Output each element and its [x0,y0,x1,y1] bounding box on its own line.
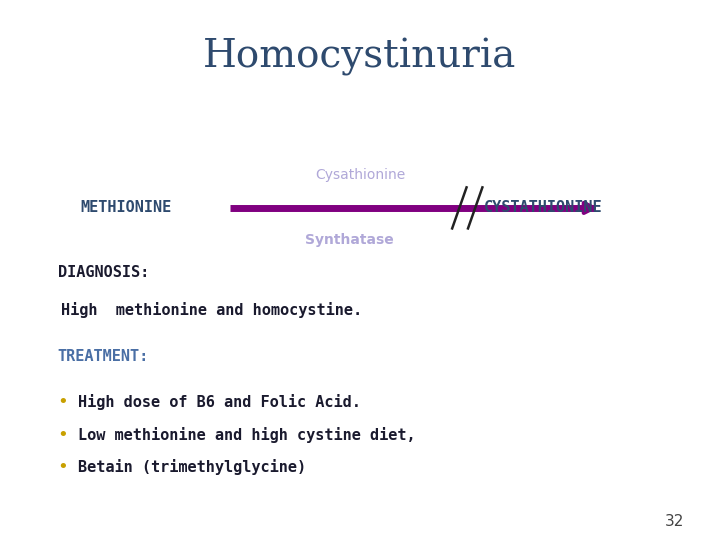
Text: High dose of B6 and Folic Acid.: High dose of B6 and Folic Acid. [78,394,361,410]
Text: •: • [58,426,68,444]
Text: Synthatase: Synthatase [305,233,394,247]
Text: Low methionine and high cystine diet,: Low methionine and high cystine diet, [78,427,415,443]
Text: CYSTATHIONINE: CYSTATHIONINE [485,200,603,215]
Text: •: • [58,393,68,411]
Text: Homocystinuria: Homocystinuria [203,38,517,76]
Text: 32: 32 [665,514,684,529]
Text: Cysathionine: Cysathionine [315,168,405,183]
Text: METHIONINE: METHIONINE [81,200,171,215]
Text: TREATMENT:: TREATMENT: [58,349,149,364]
Text: •: • [58,458,68,476]
Text: Betain (trimethylglycine): Betain (trimethylglycine) [78,459,306,475]
Text: High  methionine and homocystine.: High methionine and homocystine. [61,302,362,319]
Text: DIAGNOSIS:: DIAGNOSIS: [58,265,149,280]
